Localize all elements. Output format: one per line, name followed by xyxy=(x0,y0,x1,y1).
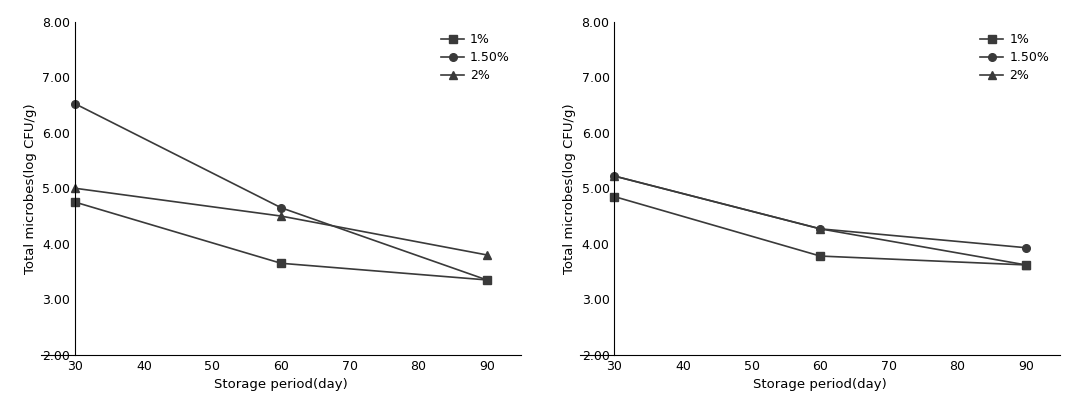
2% xyxy=(1020,262,1033,267)
Line: 1%: 1% xyxy=(611,193,1030,269)
1% xyxy=(275,261,288,266)
1.50% xyxy=(1020,245,1033,250)
Line: 1.50%: 1.50% xyxy=(71,100,491,284)
Y-axis label: Total microbes(log CFU/g): Total microbes(log CFU/g) xyxy=(24,103,37,274)
2% xyxy=(480,253,493,257)
1% xyxy=(609,194,621,199)
1.50% xyxy=(609,174,621,179)
1.50% xyxy=(480,277,493,282)
X-axis label: Storage period(day): Storage period(day) xyxy=(214,378,348,391)
1% xyxy=(480,277,493,282)
Line: 2%: 2% xyxy=(611,172,1030,269)
2% xyxy=(609,174,621,179)
Line: 1.50%: 1.50% xyxy=(611,172,1030,252)
1% xyxy=(69,200,82,205)
Y-axis label: Total microbes(log CFU/g): Total microbes(log CFU/g) xyxy=(563,103,576,274)
1% xyxy=(1020,262,1033,267)
1.50% xyxy=(275,205,288,210)
Line: 2%: 2% xyxy=(71,184,491,259)
2% xyxy=(814,226,827,231)
Legend: 1%, 1.50%, 2%: 1%, 1.50%, 2% xyxy=(976,28,1054,87)
1.50% xyxy=(69,102,82,106)
X-axis label: Storage period(day): Storage period(day) xyxy=(754,378,887,391)
2% xyxy=(69,186,82,191)
1.50% xyxy=(814,226,827,231)
Legend: 1%, 1.50%, 2%: 1%, 1.50%, 2% xyxy=(436,28,515,87)
1% xyxy=(814,254,827,259)
2% xyxy=(275,214,288,219)
Line: 1%: 1% xyxy=(71,198,491,284)
